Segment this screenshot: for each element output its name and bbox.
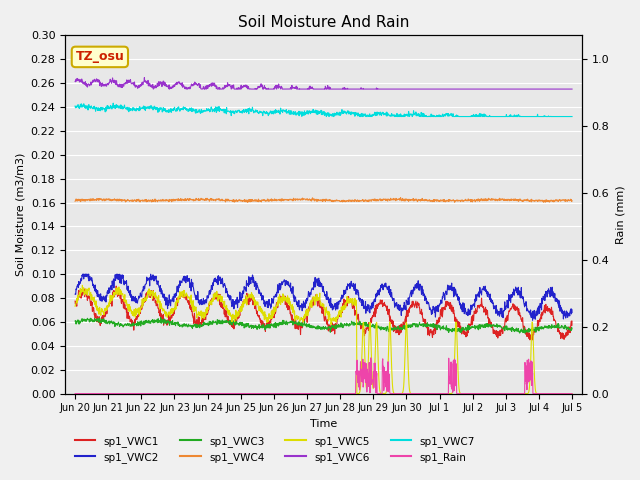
sp1_VWC3 xyxy=(292,322,300,327)
Line: sp1_VWC5: sp1_VWC5 xyxy=(75,285,572,394)
sp1_VWC4 xyxy=(301,196,309,202)
sp1_VWC2 xyxy=(79,271,86,277)
sp1_Rain xyxy=(282,391,290,396)
sp1_VWC1 xyxy=(292,325,300,331)
sp1_VWC5 xyxy=(568,391,576,396)
sp1_Rain xyxy=(292,391,300,396)
sp1_VWC6 xyxy=(71,78,79,84)
sp1_VWC7 xyxy=(131,106,138,111)
sp1_VWC2 xyxy=(301,301,309,307)
sp1_VWC3 xyxy=(157,315,164,321)
sp1_VWC5 xyxy=(110,293,118,299)
Legend: sp1_VWC1, sp1_VWC2, sp1_VWC3, sp1_VWC4, sp1_VWC5, sp1_VWC6, sp1_VWC7, sp1_Rain: sp1_VWC1, sp1_VWC2, sp1_VWC3, sp1_VWC4, … xyxy=(70,432,479,467)
sp1_VWC7 xyxy=(292,111,300,117)
Line: sp1_VWC2: sp1_VWC2 xyxy=(75,274,572,320)
sp1_VWC7 xyxy=(323,114,330,120)
sp1_VWC4 xyxy=(451,199,458,205)
sp1_VWC7 xyxy=(282,107,290,112)
sp1_Rain xyxy=(301,391,309,396)
sp1_VWC7 xyxy=(301,111,309,117)
sp1_VWC5 xyxy=(292,313,300,319)
sp1_VWC6 xyxy=(355,86,362,92)
sp1_VWC4 xyxy=(568,198,576,204)
sp1_VWC1 xyxy=(355,312,362,317)
sp1_VWC2 xyxy=(110,285,118,291)
sp1_Rain xyxy=(354,380,362,385)
sp1_VWC6 xyxy=(150,86,157,92)
sp1_VWC1 xyxy=(109,291,117,297)
sp1_VWC1 xyxy=(301,312,309,318)
sp1_VWC2 xyxy=(292,300,300,306)
sp1_VWC1 xyxy=(113,283,120,289)
sp1_VWC6 xyxy=(130,80,138,86)
Y-axis label: Rain (mm): Rain (mm) xyxy=(615,185,625,244)
sp1_VWC7 xyxy=(71,103,79,109)
sp1_Rain xyxy=(109,391,117,396)
Line: sp1_VWC1: sp1_VWC1 xyxy=(75,286,572,340)
sp1_VWC5 xyxy=(79,282,86,288)
sp1_VWC1 xyxy=(131,320,138,326)
sp1_VWC4 xyxy=(130,198,138,204)
sp1_VWC3 xyxy=(109,319,117,324)
Line: sp1_VWC4: sp1_VWC4 xyxy=(75,198,572,202)
sp1_VWC4 xyxy=(71,198,79,204)
sp1_VWC5 xyxy=(131,307,138,312)
sp1_VWC3 xyxy=(355,322,362,327)
sp1_Rain xyxy=(367,355,374,361)
sp1_VWC6 xyxy=(109,78,117,84)
X-axis label: Time: Time xyxy=(310,419,337,429)
sp1_VWC4 xyxy=(354,198,362,204)
sp1_VWC4 xyxy=(397,195,404,201)
sp1_VWC6 xyxy=(283,86,291,92)
Line: sp1_Rain: sp1_Rain xyxy=(75,358,572,394)
sp1_VWC2 xyxy=(355,292,362,298)
sp1_VWC6 xyxy=(293,84,301,90)
sp1_VWC7 xyxy=(109,100,117,106)
sp1_Rain xyxy=(568,391,576,396)
sp1_VWC4 xyxy=(109,197,117,203)
sp1_VWC6 xyxy=(568,86,576,92)
sp1_VWC3 xyxy=(301,323,309,329)
sp1_VWC1 xyxy=(282,299,290,304)
sp1_VWC4 xyxy=(282,197,290,203)
sp1_VWC3 xyxy=(71,318,79,324)
sp1_VWC3 xyxy=(282,318,290,324)
sp1_VWC5 xyxy=(355,391,362,396)
sp1_VWC2 xyxy=(529,317,536,323)
sp1_Rain xyxy=(71,391,79,396)
Y-axis label: Soil Moisture (m3/m3): Soil Moisture (m3/m3) xyxy=(15,153,25,276)
Text: TZ_osu: TZ_osu xyxy=(76,50,124,63)
sp1_VWC5 xyxy=(71,303,79,309)
sp1_VWC2 xyxy=(282,277,290,283)
sp1_VWC1 xyxy=(568,318,576,324)
sp1_VWC2 xyxy=(71,291,79,297)
sp1_VWC2 xyxy=(131,295,138,300)
Line: sp1_VWC3: sp1_VWC3 xyxy=(75,318,572,333)
sp1_VWC5 xyxy=(301,314,309,320)
sp1_VWC4 xyxy=(292,196,300,202)
sp1_VWC3 xyxy=(521,330,529,336)
sp1_VWC6 xyxy=(141,75,148,81)
Line: sp1_VWC7: sp1_VWC7 xyxy=(75,103,572,117)
sp1_VWC7 xyxy=(568,114,576,120)
sp1_VWC2 xyxy=(568,310,576,315)
sp1_VWC1 xyxy=(71,298,79,304)
sp1_VWC7 xyxy=(355,111,362,117)
sp1_VWC3 xyxy=(130,322,138,328)
sp1_VWC3 xyxy=(568,326,576,332)
Line: sp1_VWC6: sp1_VWC6 xyxy=(75,78,572,89)
sp1_Rain xyxy=(130,391,138,396)
sp1_VWC6 xyxy=(302,86,310,92)
sp1_VWC5 xyxy=(282,299,290,304)
sp1_VWC7 xyxy=(110,105,118,111)
Title: Soil Moisture And Rain: Soil Moisture And Rain xyxy=(238,15,409,30)
sp1_VWC1 xyxy=(526,337,534,343)
